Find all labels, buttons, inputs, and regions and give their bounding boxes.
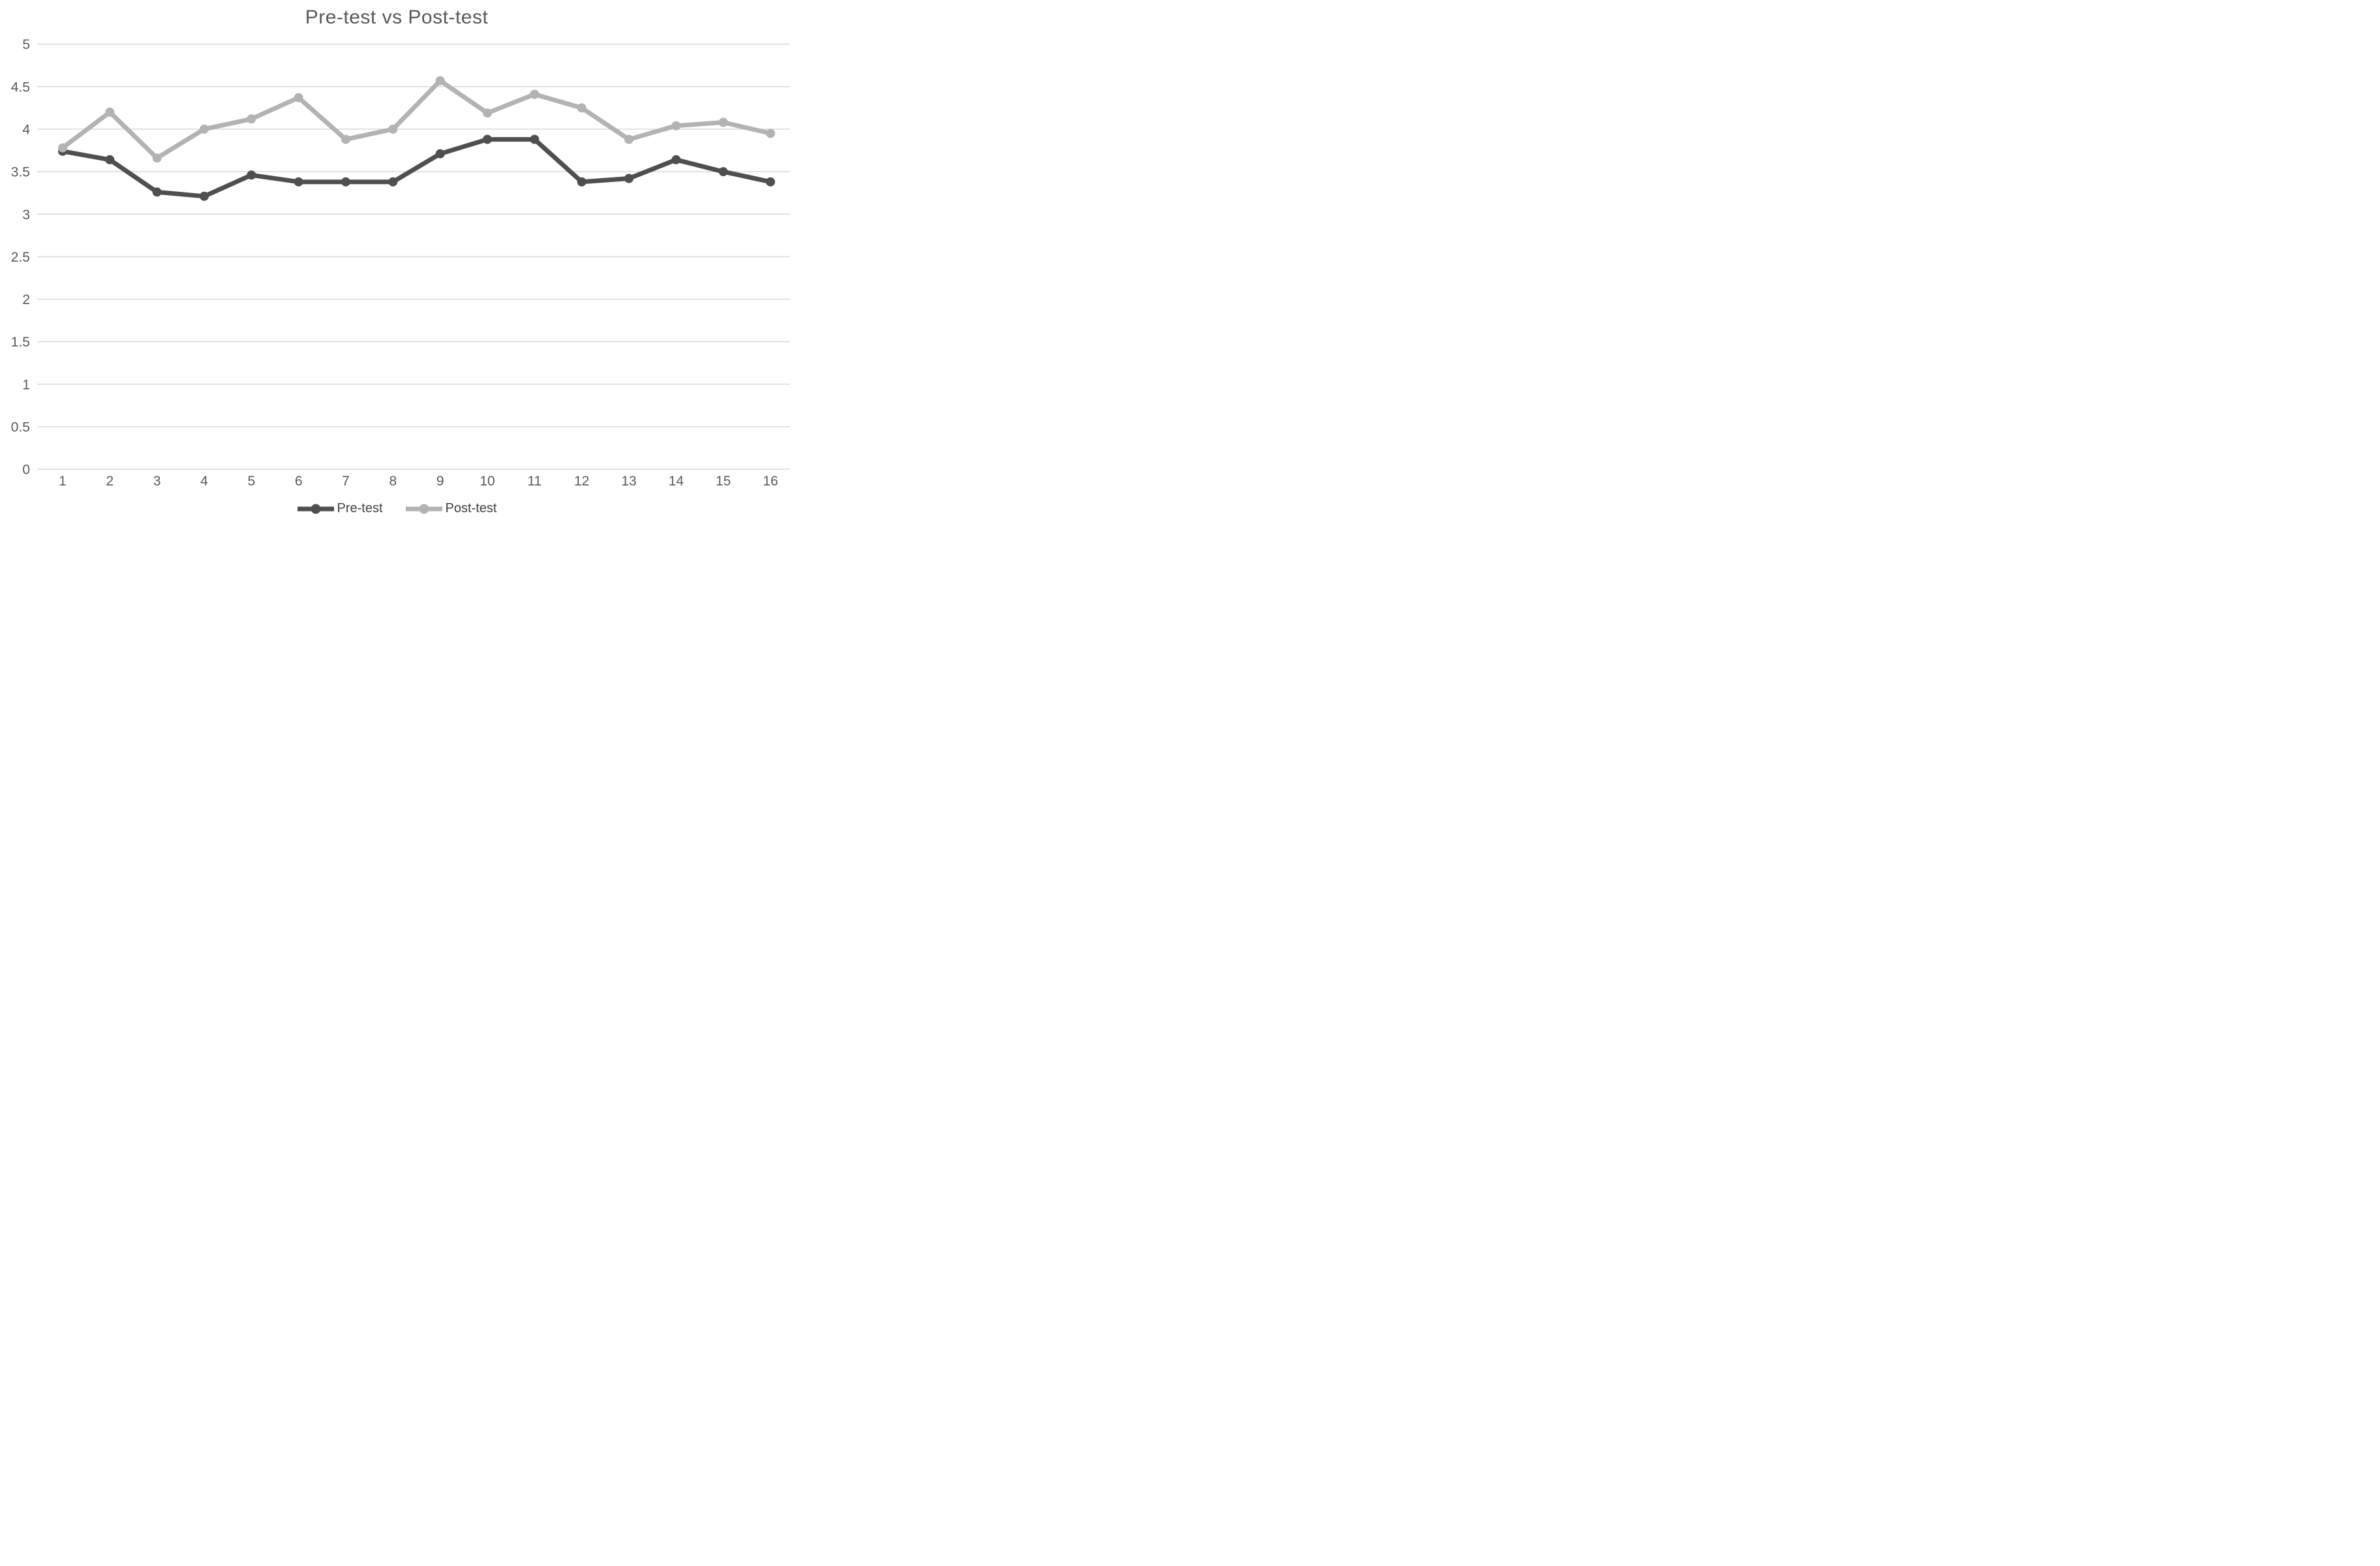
series-marker-pre-test (105, 155, 115, 164)
x-tick-label: 16 (763, 474, 778, 489)
series-marker-pre-test (765, 177, 775, 187)
series-marker-post-test (341, 134, 350, 144)
series-marker-post-test (105, 107, 115, 117)
series-marker-post-test (294, 93, 303, 102)
series-marker-post-test (718, 117, 728, 127)
x-tick-label: 10 (480, 474, 495, 489)
legend-label-pre-test: Pre-test (337, 501, 383, 515)
x-tick-label: 9 (436, 474, 444, 489)
x-tick-label: 13 (621, 474, 636, 489)
y-tick-label: 1 (22, 377, 30, 392)
series-marker-post-test (247, 114, 256, 124)
series-marker-post-test (577, 103, 587, 113)
x-tick-label: 7 (342, 474, 350, 489)
series-marker-post-test (530, 89, 540, 99)
y-tick-label: 0.5 (11, 420, 30, 435)
y-tick-label: 2.5 (11, 250, 30, 265)
series-marker-pre-test (624, 174, 633, 183)
series-marker-pre-test (530, 134, 540, 144)
series-marker-post-test (58, 143, 67, 153)
chart-container: 0 0.5 1 1.5 2 2.5 3 3.5 4 4.5 5 1 2 3 4 5 6 7 8 9 10 11 12 13 14… (0, 0, 793, 522)
x-tick-label: 4 (200, 474, 208, 489)
series-marker-pre-test (152, 187, 162, 197)
x-tick-label: 12 (574, 474, 589, 489)
x-tick-label: 5 (247, 474, 255, 489)
x-tick-label: 11 (527, 474, 542, 489)
chart-canvas: 00.511.522.533.544.551 2 3 4 5 6 7 8 9 10 11 12 13 14… (11, 37, 790, 489)
x-tick-label: 15 (716, 474, 731, 489)
series-marker-pre-test (671, 155, 681, 164)
x-tick-label: 1 (59, 474, 67, 489)
series-marker-pre-test (341, 177, 350, 187)
series-marker-post-test (388, 124, 398, 134)
series-line-post-test (60, 78, 773, 161)
series-marker-pre-test (388, 177, 398, 187)
series-line-pre-test (60, 137, 773, 199)
y-tick-label: 4 (22, 122, 30, 137)
series-marker-post-test (765, 129, 775, 138)
y-tick-label: 2 (22, 292, 30, 307)
legend-dot-icon (311, 504, 321, 514)
series-marker-pre-test (577, 177, 587, 187)
series-marker-post-test (482, 108, 492, 118)
series-marker-pre-test (294, 177, 303, 187)
pre-test-legend-marker-icon (297, 504, 334, 514)
legend-dot-icon (419, 504, 429, 514)
x-tick-label: 2 (106, 474, 114, 489)
series-marker-post-test (435, 76, 445, 85)
series-marker-post-test (152, 153, 162, 163)
y-tick-label: 3 (22, 207, 30, 223)
series-marker-post-test (671, 121, 681, 130)
y-tick-label: 4.5 (11, 80, 30, 95)
series-marker-pre-test (247, 170, 256, 180)
series-marker-post-test (624, 134, 633, 144)
series-marker-pre-test (482, 134, 492, 144)
legend-item-post-test: Post-test (405, 501, 497, 516)
series-marker-post-test (199, 124, 209, 134)
legend-item-pre-test: Pre-test (297, 501, 383, 516)
x-tick-label: 3 (153, 474, 161, 489)
series-marker-pre-test (718, 167, 728, 177)
y-tick-label: 0 (22, 463, 30, 478)
legend-label-post-test: Post-test (445, 501, 497, 515)
y-tick-label: 5 (22, 37, 30, 52)
series-marker-pre-test (199, 191, 209, 201)
post-test-legend-marker-icon (405, 504, 442, 514)
x-tick-label: 8 (389, 474, 397, 489)
y-tick-label: 1.5 (11, 335, 30, 350)
legend: Pre-test Post-test (0, 501, 793, 516)
y-tick-label: 3.5 (11, 165, 30, 180)
x-tick-label: 6 (295, 474, 303, 489)
x-tick-label: 14 (669, 474, 684, 489)
series-marker-pre-test (435, 149, 445, 159)
chart-title: Pre-test vs Post-test (305, 7, 489, 28)
